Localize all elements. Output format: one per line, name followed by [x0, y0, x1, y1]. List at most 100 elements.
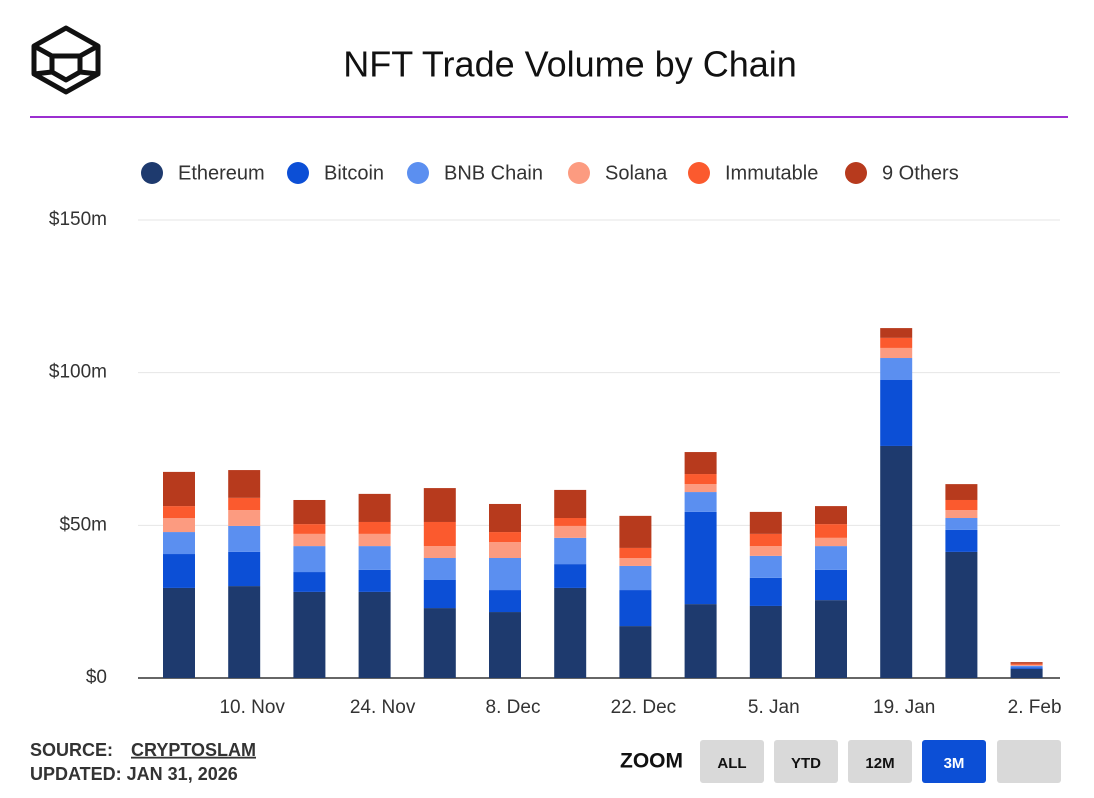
legend-label[interactable]: Immutable [725, 162, 818, 184]
bar-segment [358, 493, 391, 522]
bar-segment [815, 524, 847, 538]
y-tick-label: $50m [59, 514, 107, 535]
bar-segment [228, 586, 261, 678]
zoom-button-label[interactable]: 12M [865, 755, 894, 772]
bar-segment [945, 529, 978, 552]
bar-segment [293, 524, 326, 534]
bar-segment [619, 590, 652, 627]
legend-swatch [141, 162, 163, 184]
bar-segment [423, 558, 456, 580]
bar-segment [815, 506, 847, 525]
bar-segment [945, 551, 978, 678]
bar-segment [554, 587, 587, 678]
bar-segment [293, 572, 326, 592]
zoom-button[interactable] [997, 740, 1061, 783]
bar-segment [684, 511, 717, 605]
x-tick-label: 5. Jan [748, 697, 800, 718]
bar-segment [228, 497, 261, 511]
bar-segment [423, 579, 456, 609]
bar-segment [880, 358, 913, 380]
zoom-label: ZOOM [620, 750, 683, 773]
bar-segment [749, 605, 782, 678]
legend-swatch [407, 162, 429, 184]
bar-segment [815, 537, 847, 547]
bar-segment [163, 518, 195, 533]
zoom-button[interactable] [700, 740, 764, 783]
bar-segment [619, 626, 652, 678]
x-tick-label: 24. Nov [350, 697, 416, 718]
bar-segment [228, 510, 261, 526]
chart-title: NFT Trade Volume by Chain [343, 44, 797, 85]
bar-segment [880, 445, 913, 678]
bar-segment [358, 533, 391, 547]
y-tick-label: $150m [49, 209, 107, 230]
legend-label[interactable]: 9 Others [882, 162, 959, 184]
x-tick-label: 22. Dec [611, 697, 676, 718]
zoom-button-label[interactable]: 3M [944, 755, 965, 772]
x-tick-label: 19. Jan [873, 697, 935, 718]
bar-segment [228, 525, 261, 552]
legend-label[interactable]: Ethereum [178, 162, 265, 184]
bar-segment [358, 591, 391, 678]
bar-segment [489, 612, 521, 678]
updated: UPDATED: JAN 31, 2026 [30, 764, 238, 784]
source-label: SOURCE: [30, 740, 113, 760]
bar-segment [163, 506, 195, 519]
legend-label[interactable]: BNB Chain [444, 162, 543, 184]
bar-segment [684, 604, 717, 678]
bar-segment [489, 532, 521, 543]
bar-segment [423, 608, 456, 678]
bar-segment [1010, 663, 1043, 665]
bar-segment [619, 515, 652, 548]
bar-segment [619, 565, 652, 591]
bar-segment [880, 347, 913, 359]
bar-segment [619, 547, 652, 559]
bar-segment [1010, 667, 1043, 669]
zoom-button-label[interactable]: ALL [717, 755, 746, 772]
x-tick-label: 2. Feb [1008, 697, 1062, 718]
bar-segment [945, 484, 978, 500]
x-tick-label: 8. Dec [486, 697, 541, 718]
zoom-button[interactable] [774, 740, 838, 783]
bar-segment [1010, 668, 1043, 678]
bar-segment [749, 555, 782, 578]
bar-segment [945, 510, 978, 519]
bar-segment [293, 533, 326, 547]
source-link[interactable]: CRYPTOSLAM [131, 740, 256, 760]
bar-segment [815, 546, 847, 570]
legend-swatch [688, 162, 710, 184]
bar-segment [684, 484, 717, 493]
x-tick-label: 10. Nov [219, 697, 285, 718]
bar-segment [423, 488, 456, 522]
bar-segment [880, 328, 913, 338]
bar-segment [815, 600, 847, 678]
legend-label[interactable]: Solana [605, 162, 668, 184]
y-tick-label: $100m [49, 362, 107, 383]
bar-segment [554, 489, 587, 519]
bar-segment [163, 532, 195, 555]
bar-segment [749, 577, 782, 606]
bar-segment [880, 337, 913, 348]
bar-segment [684, 474, 717, 485]
bar-segment [489, 503, 521, 533]
bar-segment [554, 537, 587, 565]
bar-segment [358, 546, 391, 570]
legend-swatch [568, 162, 590, 184]
bar-segment [684, 452, 717, 475]
zoom-button[interactable] [848, 740, 912, 783]
bar-segment [163, 471, 195, 507]
logo [31, 25, 101, 95]
legend-swatch [845, 162, 867, 184]
bar-segment [293, 591, 326, 678]
bar-segment [1010, 665, 1043, 668]
bar-segment [945, 518, 978, 530]
bar-segment [293, 546, 326, 573]
bar-segment [684, 492, 717, 512]
bar-segment [554, 518, 587, 526]
zoom-button[interactable] [922, 740, 986, 783]
bar-segment [619, 558, 652, 566]
bar-segment [489, 558, 521, 591]
legend-label[interactable]: Bitcoin [324, 162, 384, 184]
zoom-button-label[interactable]: YTD [791, 755, 821, 772]
